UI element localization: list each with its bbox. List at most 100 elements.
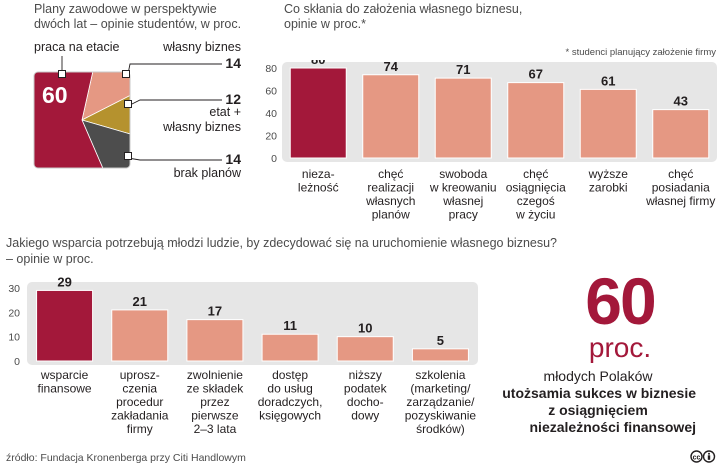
bar1-ytick: 80 <box>265 63 277 75</box>
bar2-category-label: do usług <box>267 382 312 396</box>
bar2-bar <box>411 348 469 362</box>
bar1-bar <box>507 82 565 159</box>
bar1-category-label: nieza- <box>302 167 335 181</box>
pie-label-etat-1: etat + <box>209 105 241 119</box>
bar2-plot-bg <box>27 282 478 365</box>
bar2-value-label: 10 <box>358 321 372 336</box>
bar1-note: * studenci planujący założenie firmy <box>565 47 717 58</box>
bar1-value-label: 43 <box>674 94 688 109</box>
bar2-ytick: 30 <box>8 283 20 295</box>
bar1-category-label: chęć <box>668 167 693 181</box>
bar2-title: Jakiego wsparcia potrzebują młodzi ludzi… <box>6 236 558 250</box>
bar1-category-label: zarobki <box>589 181 628 195</box>
bar1-category-label: w życiu <box>515 208 555 222</box>
bar2-category-label: finansowe <box>38 382 92 396</box>
highlight-line2: utożsamia sukces w biznesie <box>502 385 696 401</box>
pie-leader-marker-3 <box>124 152 132 160</box>
highlight-unit: proc. <box>588 332 652 363</box>
bar1-category-label: osiągnięcia <box>506 181 566 195</box>
bar1-category-label: swoboda <box>439 167 487 181</box>
bar2-category-label: czenia <box>122 382 157 396</box>
bar1-category-label: w kreowaniu <box>429 181 497 195</box>
bar2-value-label: 11 <box>283 318 297 333</box>
highlight-line4: niezależności finansowej <box>529 419 697 435</box>
bar1-bar <box>289 67 347 159</box>
bar2-bar <box>186 319 244 362</box>
bar1-value-label: 61 <box>601 73 615 88</box>
bar2-category-label: pozyskiwanie <box>405 409 477 423</box>
bar2-category-label: księgowych <box>259 409 321 423</box>
bar1-category-label: wyższe <box>588 167 629 181</box>
bar2-bar <box>261 333 319 362</box>
bar1-bar <box>434 77 492 159</box>
bar1-value-label: 74 <box>384 60 399 74</box>
bar1-bar <box>579 88 637 159</box>
highlight-number: 60 <box>585 264 656 338</box>
bar2-category-label: zakładania <box>111 409 169 423</box>
bar1-category-label: czegoś <box>517 194 555 208</box>
highlight-caption: młodych Polaków utożsamia sukces w bizne… <box>460 368 696 436</box>
bar2-category-label: firmy <box>127 422 153 436</box>
bar2-subtitle: – opinie w proc. <box>6 252 94 266</box>
bar2-value-label: 21 <box>133 294 147 309</box>
bar2-ytick: 0 <box>14 356 20 368</box>
bar2-category-label: szkolenia <box>415 368 465 382</box>
bar2-bar <box>36 289 94 362</box>
bar1-category-label: chęć <box>378 167 403 181</box>
bar1-ytick: 40 <box>265 108 277 120</box>
bar1-category-label: własnej firmy <box>645 194 715 208</box>
bar1-plot-bg <box>282 62 717 162</box>
bar2-value-label: 29 <box>57 274 71 289</box>
pie-label-brak: brak planów <box>173 166 241 180</box>
bar1-category-label: własnych <box>365 194 415 208</box>
bar2-bar <box>111 309 169 362</box>
bar2-category-label: ze składek <box>187 382 245 396</box>
pie-leader-marker-1 <box>122 70 130 78</box>
bar2-category-label: zwolnienie <box>187 368 243 382</box>
bar1-bar <box>362 74 420 159</box>
bar2-category-label: dostęp <box>272 368 308 382</box>
bar1-category-label: pracy <box>449 208 478 222</box>
bar2-category-label: docho- <box>347 395 384 409</box>
bar1-category-label: realizacji <box>367 181 414 195</box>
highlight-line1: młodych Polaków <box>543 368 653 384</box>
pie-value-praca: 60 <box>42 82 68 108</box>
cc-by-icon: cc <box>690 450 716 463</box>
pie-value-1: 14 <box>225 55 241 71</box>
bar1-ytick: 0 <box>271 153 277 165</box>
bar1-category-label: własnej <box>442 194 483 208</box>
svg-text:cc: cc <box>693 455 701 462</box>
pie-leader-marker-2 <box>124 100 132 108</box>
bar2-category-label: przez <box>200 395 229 409</box>
pie-label-biznes: własny biznes <box>163 40 241 54</box>
bar1-value-label: 80 <box>311 60 325 67</box>
pie-value-3: 14 <box>225 151 241 167</box>
pie-label-etat-2: własny biznes <box>163 120 241 134</box>
bar2-value-label: 5 <box>437 333 444 348</box>
pie-slice-3 <box>81 119 130 168</box>
bar1-ytick: 60 <box>265 86 277 98</box>
bar1-category-label: chęć <box>523 167 548 181</box>
pie-value-2: 12 <box>225 91 241 107</box>
bar2-ytick: 20 <box>8 307 20 319</box>
bar2-value-label: 17 <box>208 304 222 319</box>
bar2-category-label: 2–3 lata <box>194 422 237 436</box>
bar1-category-label: posiadania <box>652 181 710 195</box>
pie-chart: 60 14 12 14 <box>33 55 241 169</box>
bar2-category-label: doradczych, <box>258 395 323 409</box>
bar1-chart: 02040608080nieza-leżność74chęćrealizacji… <box>265 60 717 222</box>
bar1-title: Co skłania do założenia własnego biznesu… <box>284 2 523 31</box>
bar2-ytick: 10 <box>8 332 20 344</box>
bar2-category-label: dowy <box>351 409 379 423</box>
pie-title: Plany zawodowe w perspektywie dwóch lat … <box>34 2 242 31</box>
bar1-category-label: planów <box>372 208 410 222</box>
bar2-category-label: procedur <box>116 395 163 409</box>
bar1-value-label: 67 <box>529 67 543 82</box>
bar2-category-label: środków) <box>416 422 465 436</box>
bar1-category-label: leżność <box>298 181 339 195</box>
pie-label-praca: praca na etacie <box>34 40 120 54</box>
bar2-category-label: uprosz- <box>120 368 160 382</box>
bar2-category-label: pierwsze <box>191 409 239 423</box>
bar1-value-label: 71 <box>456 62 470 77</box>
